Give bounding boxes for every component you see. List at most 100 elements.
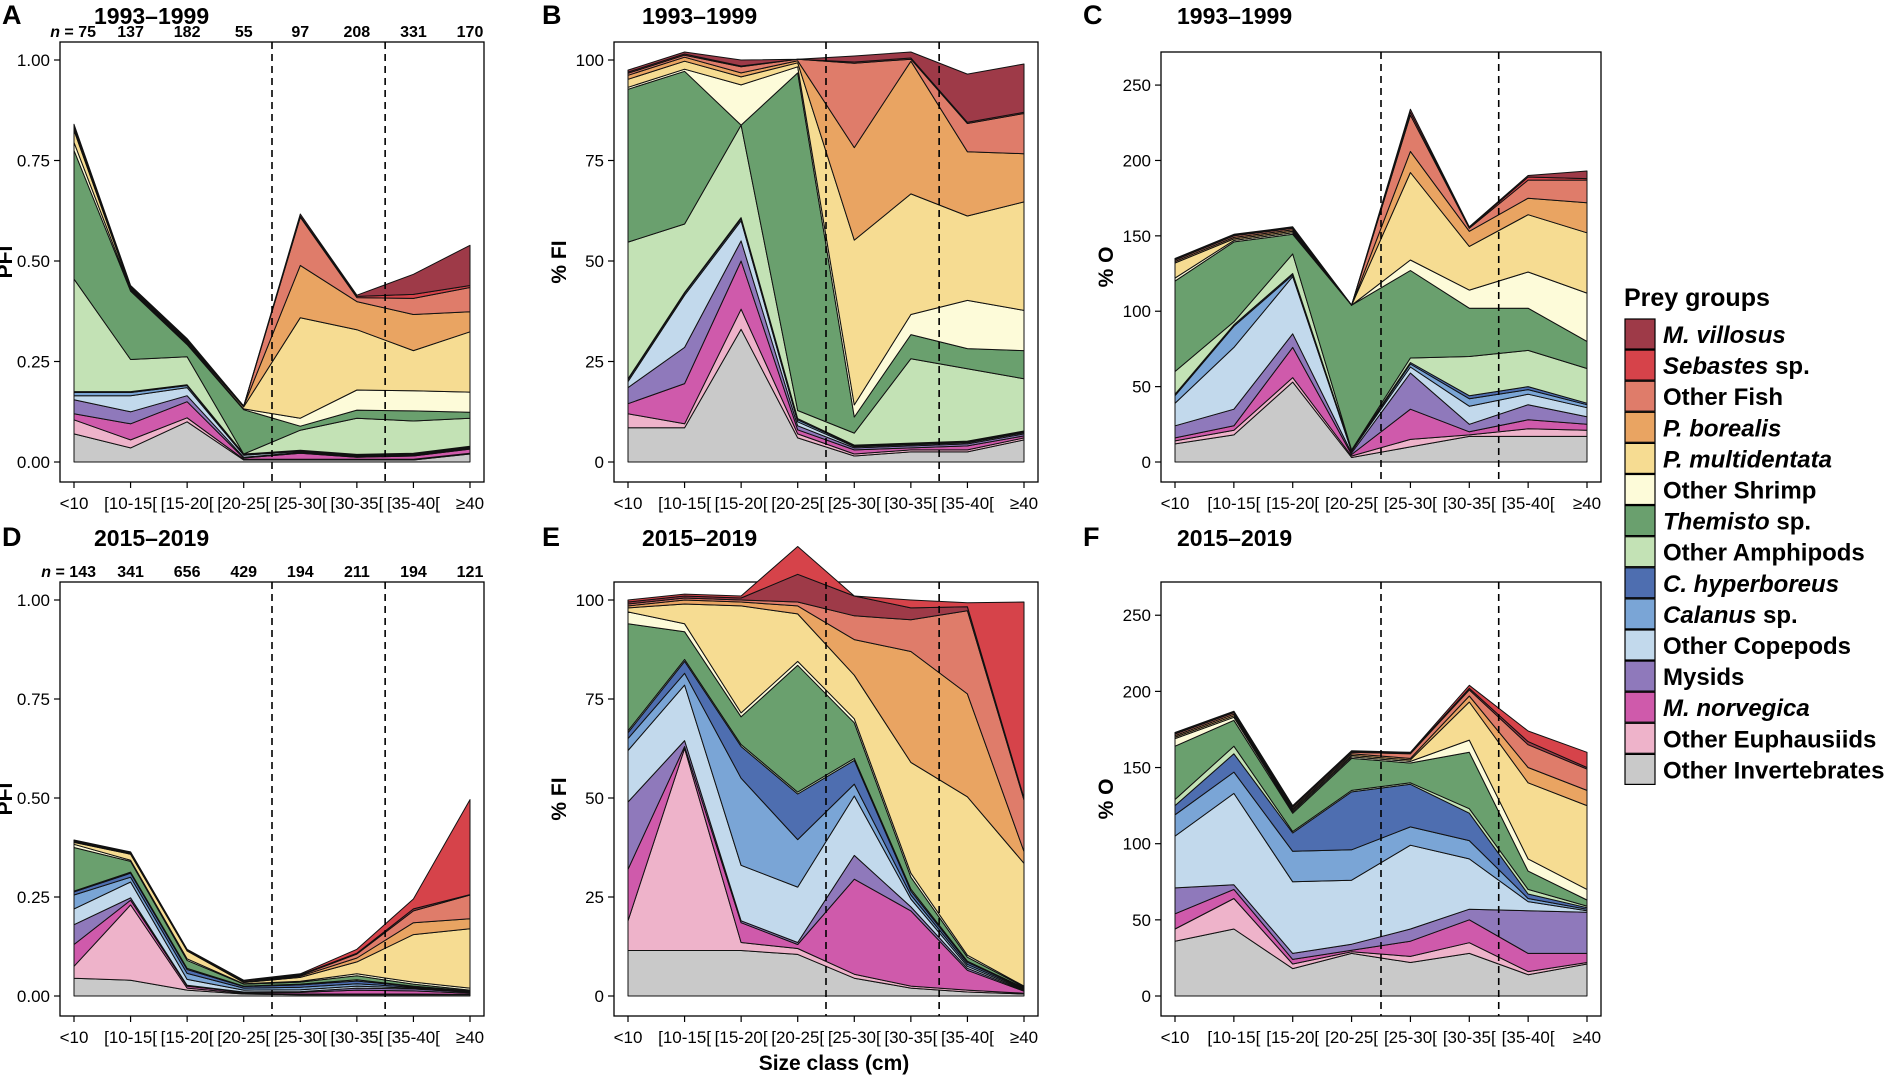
legend-swatch (1624, 722, 1656, 754)
x-tick-label: ≥40 (1573, 1028, 1601, 1047)
y-tick-label: 200 (1123, 151, 1151, 170)
y-tick-label: 150 (1123, 759, 1151, 778)
x-tick-label: [25-30[ (1384, 494, 1437, 513)
x-tick-label: [35-40[ (941, 494, 994, 513)
y-axis-title: PFI (0, 246, 17, 279)
y-axis-title: % O (1095, 247, 1118, 288)
x-tick-label: [15-20[ (1266, 494, 1319, 513)
panel-letter: E (542, 522, 560, 552)
y-axis-title: % FI (548, 240, 571, 283)
y-tick-label: 0 (595, 987, 604, 1006)
x-tick-label: <10 (60, 494, 89, 513)
legend-label: Sebastes sp. (1663, 353, 1810, 380)
y-tick-label: 150 (1123, 227, 1151, 246)
legend-label: Other Copepods (1663, 633, 1851, 660)
x-tick-label: ≥40 (456, 494, 484, 513)
x-tick-label: [20-25[ (1325, 494, 1378, 513)
x-tick-label: [10-15[ (104, 494, 157, 513)
y-tick-label: 0 (1142, 987, 1151, 1006)
sample-size-label: n = 143 (41, 564, 96, 581)
y-tick-label: 200 (1123, 682, 1151, 701)
x-tick-label: [30-35[ (330, 494, 383, 513)
x-tick-label: [15-20[ (161, 494, 214, 513)
x-tick-label: [20-25[ (771, 1028, 824, 1047)
legend-label: C. hyperboreus (1663, 571, 1839, 598)
x-tick-label: [20-25[ (217, 1028, 270, 1047)
x-tick-label: <10 (614, 494, 643, 513)
x-tick-label: [15-20[ (161, 1028, 214, 1047)
legend-item-mysids: Mysids (1624, 660, 1744, 692)
panel-A: 0.00 0.25 0.50 0.75 1.00 <10 [10-15[[15-20[[20… (0, 0, 485, 513)
y-tick-label: 50 (1132, 378, 1151, 397)
y-tick-label: 100 (576, 51, 604, 70)
y-tick-label: 100 (1123, 302, 1151, 321)
area-mvillosus (73, 123, 471, 407)
area-mvillosus (627, 51, 1025, 123)
y-tick-label: 25 (585, 353, 604, 372)
y-tick-label: 0.00 (17, 453, 50, 472)
legend-item-othercope: Other Copepods (1624, 629, 1851, 661)
y-tick-label: 0.50 (17, 789, 50, 808)
panel-title: 1993–1999 (94, 3, 209, 29)
x-tick-label: [30-35[ (1443, 494, 1496, 513)
legend-swatch (1624, 473, 1656, 506)
x-tick-label: ≥40 (1573, 494, 1601, 513)
legend-label: Mysids (1663, 664, 1744, 691)
legend-swatch (1624, 505, 1656, 537)
legend-item-othershrimp: Other Shrimp (1624, 473, 1816, 506)
panel-letter: B (542, 0, 562, 30)
sample-size-label: 182 (174, 24, 201, 41)
sample-size-label: 429 (230, 564, 257, 581)
area-sebastes (627, 546, 1025, 799)
legend-item-otherinv: Other Invertebrates (1624, 753, 1884, 786)
legend-swatch (1624, 691, 1656, 723)
y-tick-label: 0.75 (17, 152, 50, 171)
y-axis-title: % O (1095, 779, 1118, 820)
y-axis-title: PFI (0, 783, 17, 816)
y-tick-label: 0.25 (17, 888, 50, 907)
legend-swatch (1624, 318, 1656, 350)
stacked-areas (627, 546, 1025, 997)
panel-E: 0 25 50 75 100 <10 [10-15[[15-20[[20-25[[25-30… (542, 522, 1039, 1047)
legend-item-otheramph: Other Amphipods (1624, 536, 1865, 568)
legend-swatch (1624, 753, 1656, 786)
x-tick-label: [35-40[ (1502, 494, 1555, 513)
x-tick-label: [20-25[ (1325, 1028, 1378, 1047)
sample-size-label: 331 (400, 24, 427, 41)
legend-swatch (1624, 660, 1656, 692)
legend-label: Other Shrimp (1663, 478, 1816, 505)
panel-title: 2015–2019 (94, 525, 209, 551)
x-tick-label: [10-15[ (658, 1028, 711, 1047)
stacked-areas (627, 51, 1025, 463)
legend-swatch (1624, 629, 1656, 661)
y-tick-label: 250 (1123, 606, 1151, 625)
y-tick-label: 1.00 (17, 51, 50, 70)
y-tick-label: 75 (585, 690, 604, 709)
panel-title: 2015–2019 (1177, 525, 1292, 551)
legend-item-chyper: C. hyperboreus (1624, 567, 1839, 599)
legend-swatch (1624, 380, 1656, 412)
x-tick-label: [35-40[ (1502, 1028, 1555, 1047)
legend-title: Prey groups (1624, 284, 1770, 312)
legend-item-othereuph: Other Euphausiids (1624, 722, 1876, 754)
x-tick-label: [30-35[ (884, 494, 937, 513)
sample-size-label: 656 (174, 564, 201, 581)
panel-title: 1993–1999 (1177, 3, 1292, 29)
panel-letter: C (1083, 0, 1103, 30)
legend-label: M. norvegica (1663, 695, 1810, 722)
y-axis-title: % FI (548, 777, 571, 820)
legend-swatch (1624, 442, 1656, 474)
panel-title: 1993–1999 (642, 3, 757, 29)
panel-F: 0 50 100 150 200 250 <10 [10-15[[15-20[[20-25[[… (1083, 522, 1602, 1047)
sample-size-label: 194 (400, 564, 427, 581)
y-tick-label: 0 (595, 453, 604, 472)
x-tick-label: <10 (60, 1028, 89, 1047)
area-mvillosus (1174, 108, 1588, 306)
x-tick-label: [15-20[ (1266, 1028, 1319, 1047)
sample-size-label: 208 (344, 24, 371, 41)
x-tick-label: [10-15[ (104, 1028, 157, 1047)
area-sebastes (73, 799, 471, 982)
y-tick-label: 100 (576, 591, 604, 610)
y-tick-label: 0.50 (17, 252, 50, 271)
